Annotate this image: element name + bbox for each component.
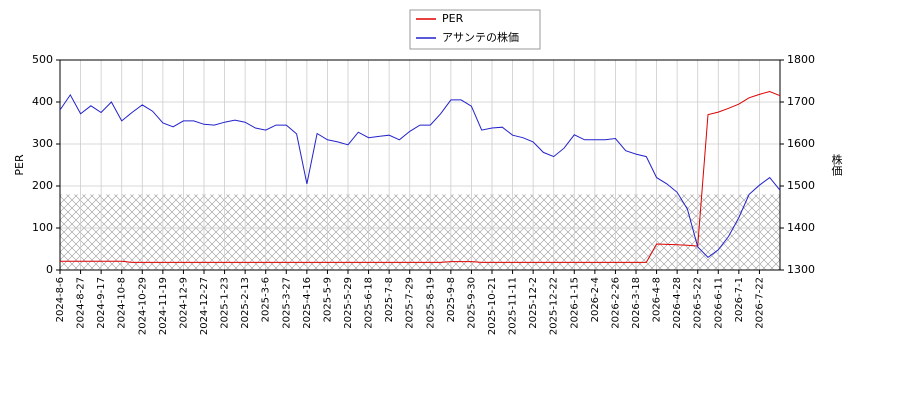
x-tick-label: 2024-10-29 — [137, 277, 148, 335]
x-tick-label: 2026-7-22 — [754, 277, 765, 329]
x-tick-label: 2024-12-9 — [178, 277, 189, 329]
x-tick-label: 2025-10-21 — [487, 277, 498, 335]
x-tick-label: 2024-9-17 — [96, 277, 107, 329]
x-tick-label: 2025-11-11 — [508, 277, 519, 335]
y-tick-label: 0 — [46, 263, 53, 276]
x-tick-label: 2025-1-23 — [220, 277, 231, 329]
legend-label: アサンテの株価 — [442, 30, 519, 44]
x-tick-label: 2025-2-13 — [240, 277, 251, 329]
x-tick-label: 2024-12-27 — [199, 277, 210, 335]
legend-label: PER — [442, 12, 464, 25]
y-tick-label: 200 — [32, 179, 53, 192]
x-tick-label: 2025-12-22 — [549, 277, 560, 335]
y-tick-label: 100 — [32, 221, 53, 234]
x-tick-label: 2026-2-4 — [590, 277, 601, 322]
legend — [409, 9, 541, 50]
y2-tick-label: 1700 — [787, 95, 815, 108]
series-line — [59, 93, 781, 259]
x-tick-label: 2025-5-9 — [322, 277, 333, 322]
x-tick-label: 2024-8-27 — [76, 277, 87, 329]
x-tick-label: 2025-12-2 — [528, 277, 539, 329]
x-tick-label: 2026-7-1 — [734, 277, 745, 322]
y-axis-label: PER — [13, 154, 26, 176]
hatch-band — [60, 194, 780, 270]
x-tick-label: 2024-8-6 — [55, 277, 66, 322]
y-tick-label: 500 — [32, 53, 53, 66]
x-tick-label: 2026-3-18 — [631, 277, 642, 329]
x-tick-label: 2025-7-8 — [384, 277, 395, 322]
x-tick-label: 2025-3-6 — [261, 277, 272, 322]
x-tick-label: 2026-5-22 — [693, 277, 704, 329]
x-tick-label: 2025-6-18 — [364, 277, 375, 329]
x-tick-label: 2025-7-29 — [405, 277, 416, 329]
x-tick-label: 2025-9-8 — [446, 277, 457, 322]
y2-tick-label: 1500 — [787, 179, 815, 192]
x-tick-label: 2024-11-19 — [158, 277, 169, 335]
plot-frame — [59, 59, 781, 271]
series-line — [60, 90, 781, 263]
y2-tick-label: 1800 — [787, 53, 815, 66]
y2-axis-label: 株価 — [830, 153, 843, 176]
x-tick-label: 2024-10-8 — [117, 277, 128, 329]
y-tick-label: 400 — [32, 95, 53, 108]
x-tick-label: 2025-9-30 — [466, 277, 477, 329]
x-tick-label: 2025-5-29 — [343, 277, 354, 329]
x-tick-label: 2026-6-11 — [713, 277, 724, 329]
y2-tick-label: 1400 — [787, 221, 815, 234]
y-tick-label: 300 — [32, 137, 53, 150]
x-tick-label: 2026-2-26 — [610, 277, 621, 329]
x-tick-label: 2025-3-27 — [281, 277, 292, 329]
x-tick-label: 2026-1-15 — [569, 277, 580, 329]
y2-tick-label: 1600 — [787, 137, 815, 150]
y2-tick-label: 1300 — [787, 263, 815, 276]
x-tick-label: 2026-4-28 — [672, 277, 683, 329]
x-tick-label: 2025-4-16 — [302, 277, 313, 329]
plot-area — [59, 59, 780, 271]
x-tick-label: 2025-8-19 — [425, 277, 436, 329]
x-tick-label: 2026-4-8 — [652, 277, 663, 322]
